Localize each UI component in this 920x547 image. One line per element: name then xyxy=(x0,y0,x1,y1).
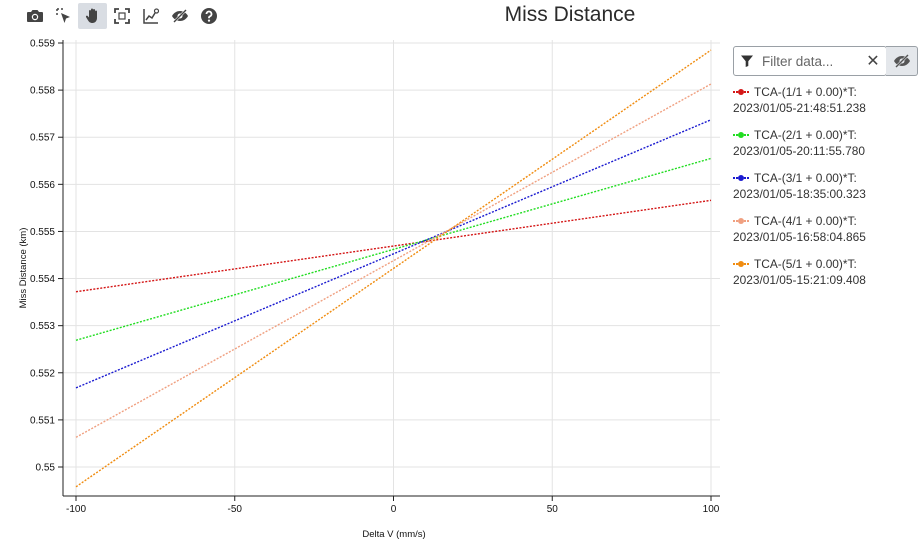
legend-item-5[interactable]: TCA-(5/1 + 0.00)*T: 2023/01/05-15:21:09.4… xyxy=(733,256,919,288)
series-line-2[interactable] xyxy=(75,157,712,341)
select-pointer-icon xyxy=(55,8,70,23)
x-axis-title: Delta V (mm/s) xyxy=(362,529,425,540)
series-line-4[interactable] xyxy=(75,83,712,438)
hide-all-button[interactable] xyxy=(886,46,918,76)
x-tick-label: 100 xyxy=(703,504,720,515)
legend-row: TCA-(1/1 + 0.00)*T: xyxy=(733,84,919,100)
y-axis-title: Miss Distance (km) xyxy=(18,228,29,309)
legend-item-1[interactable]: TCA-(1/1 + 0.00)*T: 2023/01/05-21:48:51.2… xyxy=(733,84,919,116)
toggle-visibility-button[interactable] xyxy=(165,3,194,29)
legend-label-line1: TCA-(3/1 + 0.00)*T: xyxy=(754,171,857,185)
y-tick-label: 0.555 xyxy=(30,227,55,238)
select-tool-button[interactable] xyxy=(49,3,78,29)
download-image-button[interactable] xyxy=(20,3,49,29)
legend-marker xyxy=(733,130,749,140)
legend-marker xyxy=(733,216,749,226)
chart-settings-icon xyxy=(142,8,159,24)
series-line-5[interactable] xyxy=(75,49,712,488)
legend-label-line1: TCA-(1/1 + 0.00)*T: xyxy=(754,85,857,99)
axes: -100 -50 0 50 100 0.55 0.551 0.552 0.553 0.554 0.5… xyxy=(30,39,720,515)
series-line-3[interactable] xyxy=(75,119,712,389)
filter-data-field: ✕ xyxy=(733,46,887,76)
help-button[interactable] xyxy=(194,3,223,29)
x-tick-label: -100 xyxy=(66,504,86,515)
x-tick-label: 0 xyxy=(391,504,397,515)
legend-marker xyxy=(733,87,749,97)
autoscale-button[interactable] xyxy=(107,3,136,29)
y-tick-label: 0.558 xyxy=(30,86,55,97)
legend-label-line2: 2023/01/05-16:58:04.865 xyxy=(733,230,866,244)
legend-label-line1: TCA-(4/1 + 0.00)*T: xyxy=(754,214,857,228)
legend-label-line1: TCA-(5/1 + 0.00)*T: xyxy=(754,257,857,271)
pan-tool-button[interactable] xyxy=(78,3,107,29)
legend: TCA-(1/1 + 0.00)*T: 2023/01/05-21:48:51.2… xyxy=(733,84,919,299)
eye-slash-icon xyxy=(893,54,910,68)
series-lines xyxy=(75,49,712,488)
eye-slash-icon xyxy=(171,9,188,23)
chart-toolbar xyxy=(20,3,223,29)
y-tick-label: 0.551 xyxy=(30,415,55,426)
y-tick-label: 0.553 xyxy=(30,321,55,332)
legend-label-line2: 2023/01/05-18:35:00.323 xyxy=(733,187,866,201)
legend-row: TCA-(2/1 + 0.00)*T: xyxy=(733,127,919,143)
autoscale-icon xyxy=(113,8,130,24)
chart-title: Miss Distance xyxy=(504,3,636,26)
legend-label-line2: 2023/01/05-21:48:51.238 xyxy=(733,101,866,115)
help-icon xyxy=(200,8,217,24)
x-tick-label: -50 xyxy=(228,504,243,515)
legend-label-line1: TCA-(2/1 + 0.00)*T: xyxy=(754,128,857,142)
pan-hand-icon xyxy=(85,8,97,23)
legend-item-4[interactable]: TCA-(4/1 + 0.00)*T: 2023/01/05-16:58:04.8… xyxy=(733,213,919,245)
legend-row: TCA-(4/1 + 0.00)*T: xyxy=(733,213,919,229)
grid-lines xyxy=(63,40,720,496)
legend-marker xyxy=(733,173,749,183)
line-chart[interactable]: -100 -50 0 50 100 0.55 0.551 0.552 0.553 0.554 0.5… xyxy=(0,0,725,547)
filter-input[interactable] xyxy=(760,53,862,69)
series-line-1[interactable] xyxy=(75,199,712,293)
y-tick-label: 0.557 xyxy=(30,133,55,144)
x-tick-label: 50 xyxy=(547,504,559,515)
legend-row: TCA-(3/1 + 0.00)*T: xyxy=(733,170,919,186)
y-tick-label: 0.554 xyxy=(30,274,55,285)
camera-icon xyxy=(26,10,43,22)
y-tick-label: 0.556 xyxy=(30,180,55,191)
y-tick-label: 0.559 xyxy=(30,39,55,50)
legend-item-3[interactable]: TCA-(3/1 + 0.00)*T: 2023/01/05-18:35:00.3… xyxy=(733,170,919,202)
legend-row: TCA-(5/1 + 0.00)*T: xyxy=(733,256,919,272)
legend-label-line2: 2023/01/05-15:21:09.408 xyxy=(733,273,866,287)
clear-filter-button[interactable]: ✕ xyxy=(866,53,880,70)
legend-label-line2: 2023/01/05-20:11:55.780 xyxy=(733,144,866,158)
chart-settings-button[interactable] xyxy=(136,3,165,29)
filter-icon xyxy=(734,54,760,68)
y-tick-label: 0.552 xyxy=(30,368,55,379)
y-tick-label: 0.55 xyxy=(36,463,56,474)
legend-item-2[interactable]: TCA-(2/1 + 0.00)*T: 2023/01/05-20:11:55.7… xyxy=(733,127,919,159)
legend-marker xyxy=(733,259,749,269)
